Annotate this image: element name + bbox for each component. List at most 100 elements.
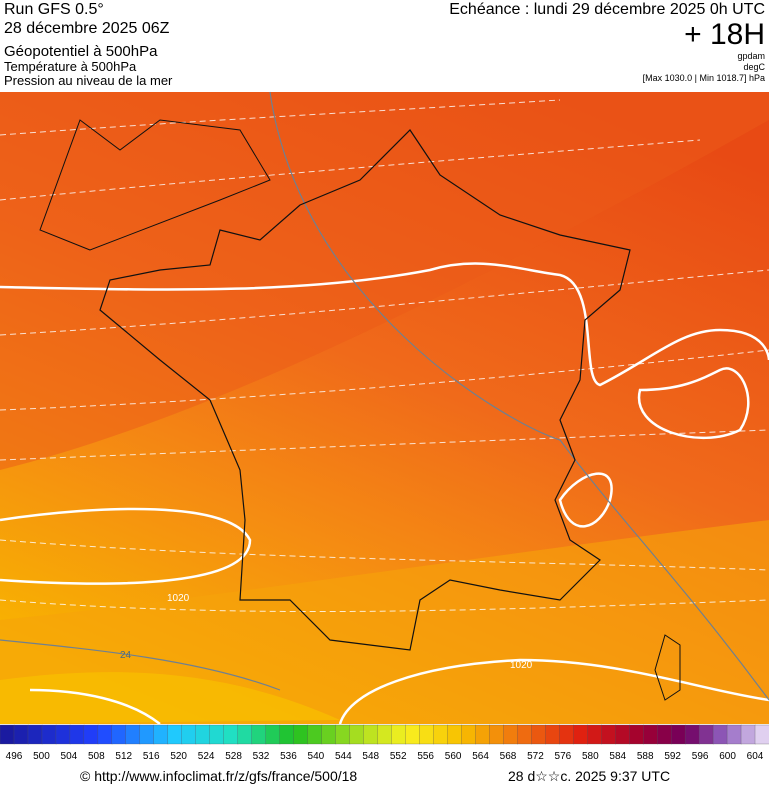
colorbar-swatch (293, 724, 309, 745)
lead-time: + 18H (684, 18, 765, 51)
colorbar-swatch (377, 724, 393, 745)
colorbar-swatch (601, 724, 616, 745)
colorbar-label: 528 (225, 751, 242, 762)
colorbar-swatch (363, 724, 379, 745)
colorbar-swatch (335, 724, 351, 745)
colorbar-label: 600 (719, 751, 736, 762)
colorbar-swatch (489, 724, 504, 745)
colorbar-swatch (503, 724, 518, 745)
colorbar-swatch (559, 724, 574, 745)
colorbar-swatch (321, 724, 337, 745)
colorbar-swatch (754, 724, 769, 745)
colorbar-label: 544 (335, 751, 352, 762)
colorbar-swatch (629, 724, 644, 745)
footer-source: © http://www.infoclimat.fr/z/gfs/france/… (80, 768, 357, 784)
pressure-range: [Max 1030.0 | Min 1018.7] hPa (643, 73, 765, 83)
colorbar-swatch (643, 724, 658, 745)
colorbar-swatch (27, 724, 43, 745)
temperature-contour (0, 639, 281, 691)
colorbar-label: 572 (527, 751, 544, 762)
colorbar-swatch (587, 724, 602, 745)
colorbar-label: 580 (582, 751, 599, 762)
colorbar-swatch (167, 724, 183, 745)
colorbar-swatch (419, 724, 435, 745)
colorbar-swatch (475, 724, 491, 745)
colorbar-label: 560 (445, 751, 462, 762)
run-title: Run GFS 0.5° (4, 1, 104, 18)
colorbar-swatch (461, 724, 477, 745)
colorbar-label: 548 (362, 751, 379, 762)
colorbar-swatch (125, 724, 141, 745)
field-temperature: Température à 500hPa (4, 59, 137, 74)
colorbar-swatch (405, 724, 421, 745)
colorbar-swatch (349, 724, 365, 745)
colorbar-label: 568 (500, 751, 517, 762)
colorbar-swatch (55, 724, 71, 745)
colorbar-swatch (698, 724, 714, 745)
yellow-band (0, 672, 340, 724)
colorbar-label: 500 (33, 751, 50, 762)
field-geopotential: Géopotentiel à 500hPa (4, 43, 158, 60)
run-date: 28 décembre 2025 06Z (4, 20, 170, 37)
contour-label: 24 (120, 650, 132, 661)
colorbar-swatch (573, 724, 588, 745)
france-outline (99, 129, 631, 651)
colorbar-label: 516 (143, 751, 160, 762)
colorbar-swatch (307, 724, 323, 745)
colorbar-swatch (83, 724, 99, 745)
colorbar-swatch (726, 724, 742, 745)
temperature-contours (0, 99, 769, 613)
geopotential-contour (269, 91, 769, 701)
corsica-outline (654, 634, 681, 701)
field-pressure: Pression au niveau de la mer (4, 73, 173, 88)
colorbar-label: 520 (170, 751, 187, 762)
colorbar-label: 504 (61, 751, 78, 762)
contour-label: 1020 (167, 593, 190, 604)
colorbar-swatch (223, 724, 239, 745)
pressure-contours (0, 262, 769, 725)
colorbar-swatch (209, 724, 225, 745)
colorbar-swatch (615, 724, 630, 745)
colorbar-label: 556 (417, 751, 434, 762)
colorbar-label: 588 (637, 751, 654, 762)
colorbar-swatch (97, 724, 113, 745)
warm-band (0, 92, 769, 470)
colorbar-label: 596 (692, 751, 709, 762)
colorbar-swatch (69, 724, 85, 745)
colorbar-swatch (251, 724, 267, 745)
contour-label: 1020 (510, 660, 533, 671)
footer-generated: 28 d☆☆c. 2025 9:37 UTC (508, 768, 670, 784)
colorbar-swatch (545, 724, 560, 745)
unit-temperature: degC (743, 62, 765, 72)
colorbar-label: 540 (308, 751, 325, 762)
colorbar-swatch (531, 724, 546, 745)
colorbar-label: 552 (390, 751, 407, 762)
colorbar-label: 496 (6, 751, 23, 762)
colorbar-label: 576 (555, 751, 572, 762)
map: 1020 1020 24 (0, 91, 769, 725)
colorbar-label: 532 (253, 751, 270, 762)
colorbar-label: 584 (609, 751, 626, 762)
colorbar-label: 508 (88, 751, 105, 762)
england-outline (39, 119, 271, 251)
colorbar-swatch (265, 724, 281, 745)
colorbar-swatch (237, 724, 253, 745)
unit-geopotential: gpdam (737, 51, 765, 61)
colorbar-swatch (656, 724, 672, 745)
colorbar-swatch (740, 724, 756, 745)
colorbar-label: 524 (198, 751, 215, 762)
colorbar-swatch (181, 724, 197, 745)
colorbar-swatch (517, 724, 532, 745)
colorbar-swatch (279, 724, 295, 745)
colorbar-label: 604 (747, 751, 764, 762)
colorbar-swatch (139, 724, 155, 745)
colorbar-label: 512 (115, 751, 132, 762)
colorbar-swatch (447, 724, 463, 745)
colorbar-swatch (41, 724, 57, 745)
colorbar-swatch (13, 724, 29, 745)
colorbar-swatch (153, 724, 169, 745)
colorbar-swatch (684, 724, 700, 745)
colorbar-swatch (391, 724, 407, 745)
colorbar-label: 564 (472, 751, 489, 762)
